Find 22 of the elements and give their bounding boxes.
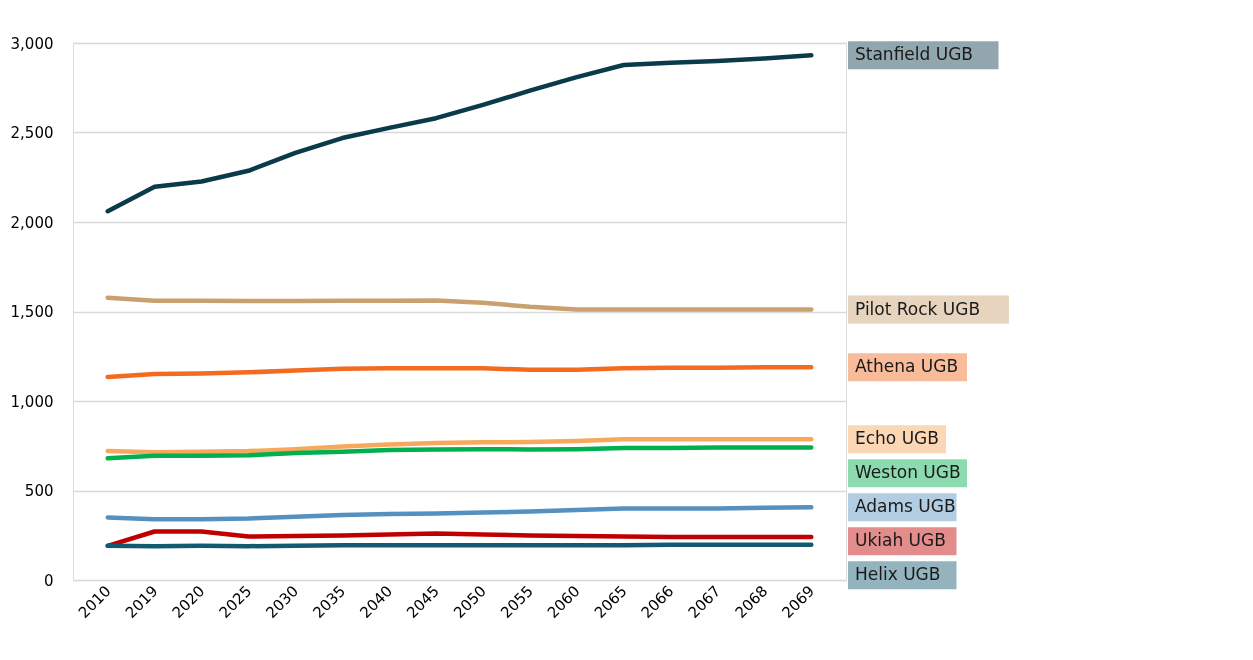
line-series	[105, 295, 814, 312]
text: Adams UGB	[855, 496, 956, 517]
line-series	[105, 53, 814, 214]
text: Weston UGB	[855, 462, 961, 483]
text: Pilot Rock UGB	[855, 298, 981, 319]
line-series	[105, 445, 814, 461]
text: Ukiah UGB	[855, 530, 946, 551]
y-tick-label: 2,000	[10, 213, 54, 232]
text: Helix UGB	[855, 564, 941, 585]
y-tick-label: 0	[43, 571, 54, 590]
y-tick-label: 3,000	[10, 34, 54, 53]
y-tick-label: 500	[24, 482, 54, 500]
line-series	[105, 437, 814, 455]
text: Athena UGB	[855, 356, 959, 377]
line-series	[105, 529, 814, 549]
line-series	[105, 505, 814, 522]
y-tick-label: 1,500	[10, 303, 54, 321]
text: Echo UGB	[855, 428, 939, 449]
text: Stanfield UGB	[855, 44, 974, 65]
y-tick-label: 2,500	[10, 124, 54, 142]
line-series	[105, 364, 814, 380]
y-tick-label: 1,000	[10, 392, 54, 411]
